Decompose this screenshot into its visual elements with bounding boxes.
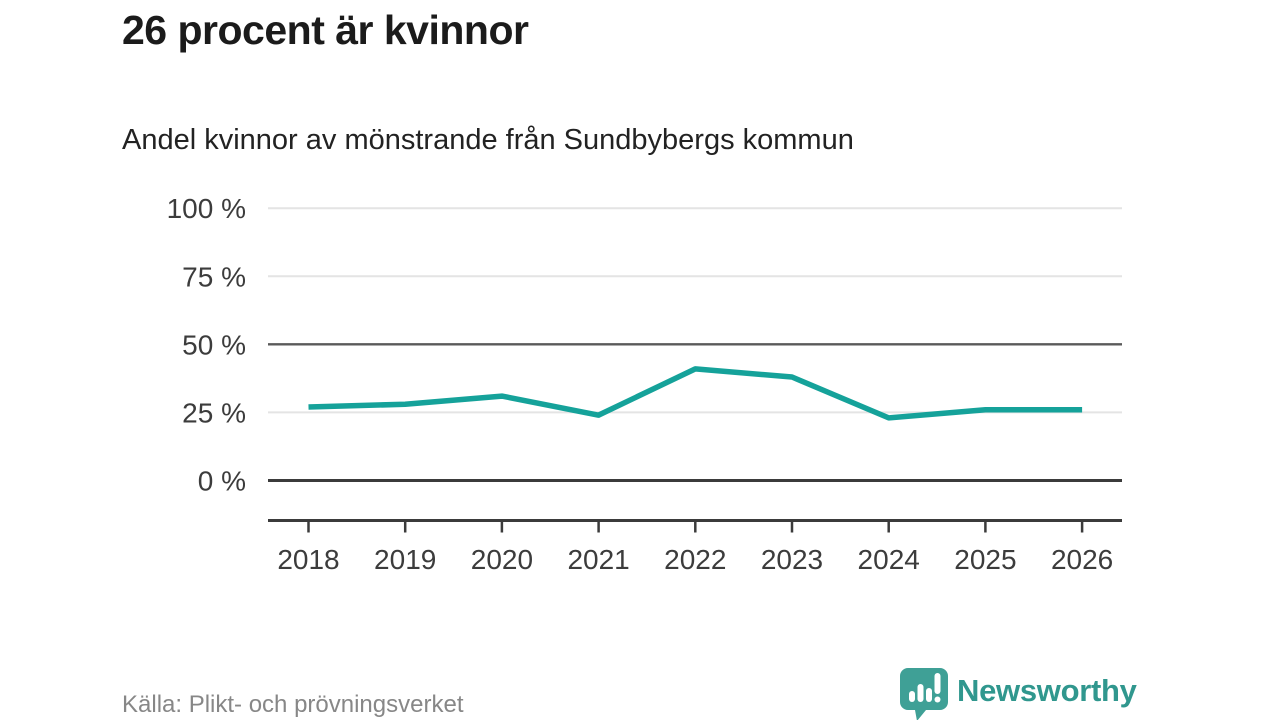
data-line-andel-kvinnor-av-mönstrande	[308, 366, 1083, 421]
x-label-2022: 2022	[664, 544, 726, 575]
x-label-2024: 2024	[858, 544, 920, 575]
speech-bubble-shape	[900, 668, 948, 720]
y-label-50: 50 %	[182, 329, 246, 360]
line-chart: 2018 2019 2020 2021 2022 2023 2024 2025 2026 0 % 2…	[167, 193, 1122, 575]
newsworthy-logo-icon	[900, 668, 948, 720]
brand-name: Newsworthy	[957, 673, 1137, 708]
y-label-0: 0 %	[198, 466, 246, 497]
x-label-2020: 2020	[471, 544, 533, 575]
x-label-2023: 2023	[761, 544, 823, 575]
logo-exclamation-bar	[934, 673, 941, 694]
x-label-2019: 2019	[374, 544, 436, 575]
y-label-75: 75 %	[182, 261, 246, 292]
logo-exclamation-dot	[934, 696, 941, 703]
source-note: Källa: Plikt- och prövningsverket	[122, 691, 464, 718]
logo-bar-1	[909, 691, 915, 702]
y-label-100: 100 %	[167, 193, 246, 224]
logo-bar-2	[917, 684, 924, 702]
y-label-25: 25 %	[182, 397, 246, 428]
x-label-2018: 2018	[277, 544, 339, 575]
logo-bar-3	[926, 688, 932, 702]
x-label-2021: 2021	[567, 544, 629, 575]
x-label-2026: 2026	[1051, 544, 1113, 575]
chart-subtitle: Andel kvinnor av mönstrande från Sundbyb…	[122, 124, 854, 156]
chart-title: 26 procent är kvinnor	[122, 7, 529, 53]
x-label-2025: 2025	[954, 544, 1016, 575]
